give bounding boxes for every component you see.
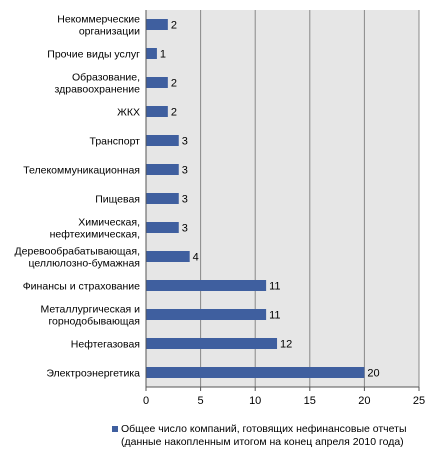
data-label: 11 (269, 281, 280, 293)
bar (146, 309, 267, 320)
category-label: Металлургическая и горнодобывающая (41, 304, 141, 328)
legend: Общее число компаний, готовящих нефинанс… (112, 423, 432, 449)
category-labels: Некоммерческие организации Прочие виды усл… (15, 14, 141, 380)
category-label: Прочие виды услуг (47, 49, 140, 61)
legend-label: Общее число компаний, готовящих нефинанс… (121, 423, 407, 448)
category-label: Образование, здравоохранение (55, 72, 141, 96)
category-label: ЖКХ (117, 107, 140, 119)
data-label: 3 (182, 194, 188, 206)
category-label: Транспорт (90, 136, 141, 148)
bar (146, 77, 168, 88)
category-label: Финансы и страхование (23, 281, 140, 293)
x-tick-label: 15 (304, 395, 316, 407)
bar (146, 251, 190, 262)
data-label: 3 (182, 136, 188, 148)
bar (146, 48, 157, 59)
bar (146, 338, 278, 349)
category-label: Нефтегазовая (71, 339, 140, 351)
plot-area (146, 10, 419, 387)
bar (146, 19, 168, 30)
bar (146, 106, 168, 117)
bar (146, 367, 365, 378)
data-label: 20 (367, 368, 379, 380)
category-label: Некоммерческие организации (57, 14, 140, 38)
data-label: 2 (171, 107, 177, 119)
data-label: 12 (280, 339, 292, 351)
category-label: Деревообрабатывающая, целлюлозно-бумажная (15, 246, 140, 270)
x-tick-label: 5 (198, 395, 204, 407)
data-label: 3 (182, 165, 188, 177)
data-label: 3 (182, 223, 188, 235)
data-label: 11 (269, 310, 280, 322)
x-tick-label: 10 (249, 395, 261, 407)
grid (200, 10, 420, 387)
data-label: 4 (193, 252, 199, 264)
x-tick-label: 0 (143, 395, 149, 407)
bar (146, 135, 179, 146)
x-tick-label: 20 (358, 395, 370, 407)
category-label: Химическая, нефтехимическая, (50, 217, 140, 241)
x-tick-label: 25 (413, 395, 425, 407)
bar (146, 193, 179, 204)
category-label: Пищевая (95, 194, 140, 206)
category-label: Электроэнергетика (46, 368, 140, 380)
category-label: Телекоммуникационная (23, 165, 140, 177)
x-axis-ticks: 0 5 10 15 20 25 (143, 387, 425, 407)
bars (146, 19, 365, 378)
bar (146, 280, 267, 291)
data-label: 1 (160, 49, 166, 61)
data-label: 2 (171, 20, 177, 32)
data-label: 2 (171, 78, 177, 90)
legend-swatch (112, 426, 118, 432)
bar (146, 222, 179, 233)
bar (146, 164, 179, 175)
